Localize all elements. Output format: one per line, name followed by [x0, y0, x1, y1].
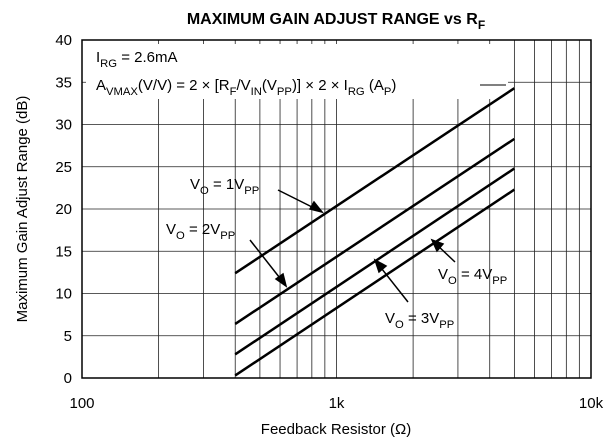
annotation-bg — [86, 44, 508, 99]
text-run: )] × 2 × I — [292, 77, 348, 94]
arrowhead — [373, 258, 388, 274]
y-tick-label: 15 — [55, 243, 72, 260]
subscript: PP — [277, 86, 292, 98]
text-run: (V/V) = 2 × [R — [138, 77, 230, 94]
text-run: MAXIMUM GAIN ADJUST RANGE vs R — [187, 11, 478, 28]
x-tick-label: 1k — [329, 395, 345, 412]
series-label: VO = 2VPP — [166, 221, 235, 242]
series-line — [234, 188, 516, 377]
subscript: PP — [492, 275, 507, 287]
text-run: V — [190, 176, 200, 193]
x-axis-label: Feedback Resistor (Ω) — [261, 421, 411, 438]
y-tick-label: 10 — [55, 286, 72, 303]
subscript: PP — [439, 319, 454, 331]
text-run: V — [438, 266, 448, 283]
y-tick-label: 30 — [55, 117, 72, 134]
subscript: RG — [348, 86, 365, 98]
text-run: /V — [236, 77, 250, 94]
y-tick-label: 20 — [55, 201, 72, 218]
subscript: F — [478, 18, 485, 32]
plot-frame — [81, 39, 592, 379]
subscript: O — [448, 275, 457, 287]
subscript: RG — [100, 58, 117, 70]
text-run: ) — [391, 77, 396, 94]
callouts — [249, 84, 506, 303]
text-run: (V — [262, 77, 277, 94]
annotation: AVMAX(V/V) = 2 × [RF/VIN(VPP)] × 2 × IRG… — [96, 77, 396, 98]
text-run: = 2.6mA — [117, 49, 177, 66]
text-run: = 3V — [404, 310, 439, 327]
text-run: A — [96, 77, 106, 94]
series-line — [234, 137, 516, 325]
y-tick-label: 5 — [64, 328, 72, 345]
text-run: = 2V — [185, 221, 220, 238]
plot — [234, 87, 516, 377]
callout — [377, 263, 409, 303]
text-run: = 4V — [457, 266, 492, 283]
y-axis-label: Maximum Gain Adjust Range (dB) — [14, 96, 31, 323]
annotation: IRG = 2.6mA — [96, 49, 178, 70]
text-run: V — [385, 310, 395, 327]
arrowhead — [430, 238, 445, 253]
y-tick-label: 0 — [64, 370, 72, 387]
subscript: IN — [251, 86, 262, 98]
callout — [249, 239, 284, 283]
arrowhead — [308, 200, 324, 214]
subscript: F — [230, 86, 237, 98]
subscript: O — [176, 230, 185, 242]
subscript: PP — [220, 230, 235, 242]
chart-title: MAXIMUM GAIN ADJUST RANGE vs RF — [187, 11, 485, 32]
x-tick-label: 10k — [579, 395, 604, 412]
y-tick-label: 40 — [55, 32, 72, 49]
subscript: O — [200, 185, 209, 197]
series-line — [234, 87, 516, 275]
y-tick-label: 35 — [55, 74, 72, 91]
series-label: VO = 1VPP — [190, 176, 259, 197]
series-label: VO = 4VPP — [438, 266, 507, 287]
text-run: (A — [365, 77, 384, 94]
subscript: VMAX — [106, 86, 138, 98]
y-tick-label: 25 — [55, 159, 72, 176]
text-run: V — [166, 221, 176, 238]
subscript: P — [384, 86, 392, 98]
subscript: O — [395, 319, 404, 331]
x-tick-label: 100 — [69, 395, 94, 412]
subscript: PP — [244, 185, 259, 197]
arrowhead — [274, 272, 288, 288]
text-run: I — [96, 49, 100, 66]
text-run: = 1V — [209, 176, 244, 193]
series-label: VO = 3VPP — [385, 310, 454, 331]
